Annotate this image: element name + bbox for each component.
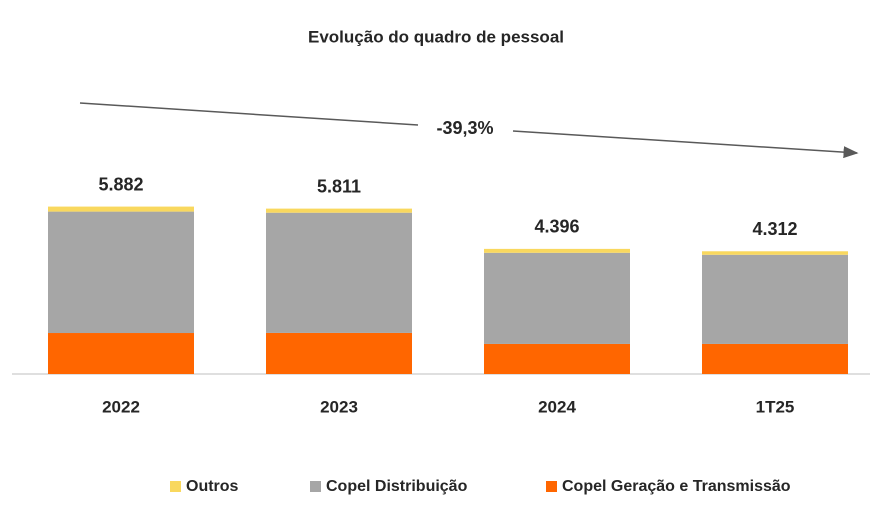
bar-segment <box>48 333 194 374</box>
x-tick-label: 1T25 <box>756 397 795 416</box>
annotation: -39,3% <box>436 118 493 138</box>
trend-arrow <box>79 102 419 126</box>
bar-segment <box>266 332 412 374</box>
total-label: 5.882 <box>98 174 143 194</box>
total-label: 4.312 <box>752 219 797 239</box>
legend-swatch <box>546 481 557 492</box>
x-tick-label: 2024 <box>538 397 576 416</box>
legend-label: Outros <box>186 478 239 495</box>
bar-segment <box>702 254 848 344</box>
legend-label: Copel Distribuição <box>326 478 468 495</box>
legend-label: Copel Geração e Transmissão <box>562 478 791 495</box>
bar-segment <box>484 252 630 344</box>
total-label: 4.396 <box>534 217 579 237</box>
bar-segment <box>48 206 194 212</box>
bar-segment <box>702 251 848 255</box>
bar-segment <box>266 212 412 333</box>
chart-title: Evolução do quadro de pessoal <box>308 27 564 46</box>
legend-swatch <box>310 481 321 492</box>
bar-segment <box>484 343 630 374</box>
legend-swatch <box>170 481 181 492</box>
x-tick-label: 2022 <box>102 397 140 416</box>
x-tick-label: 2023 <box>320 397 358 416</box>
bar-segment <box>48 211 194 334</box>
bar-segment <box>484 248 630 253</box>
trend-arrow <box>512 130 859 159</box>
bar-segment <box>702 343 848 374</box>
bar-segment <box>266 208 412 213</box>
total-label: 5.811 <box>317 176 361 196</box>
